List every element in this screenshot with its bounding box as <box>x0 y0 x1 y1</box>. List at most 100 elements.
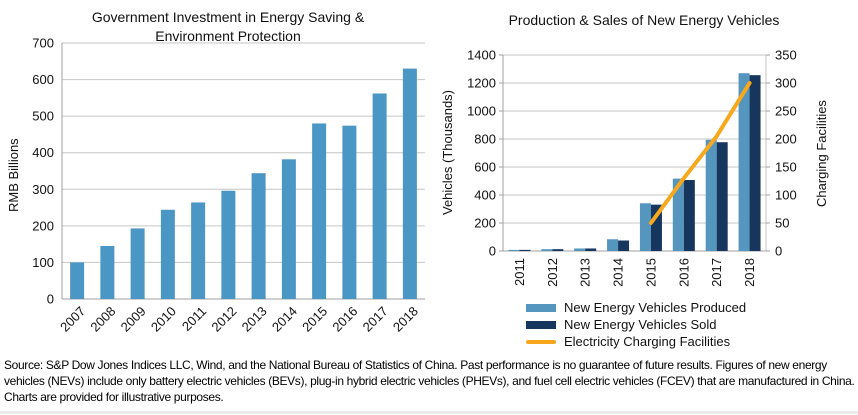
bar <box>639 203 651 251</box>
svg-text:300: 300 <box>775 76 797 91</box>
svg-text:800: 800 <box>474 132 496 147</box>
bar <box>130 228 145 299</box>
svg-text:2016: 2016 <box>676 258 691 287</box>
svg-text:2012: 2012 <box>545 258 560 287</box>
svg-text:100: 100 <box>775 188 797 203</box>
svg-text:1400: 1400 <box>467 48 496 63</box>
svg-text:2016: 2016 <box>329 304 360 335</box>
svg-text:2014: 2014 <box>611 258 626 287</box>
bar <box>221 190 236 299</box>
svg-text:600: 600 <box>32 72 54 87</box>
bar <box>100 245 115 299</box>
bar <box>738 73 750 251</box>
svg-text:1200: 1200 <box>467 76 496 91</box>
svg-text:200: 200 <box>32 218 54 233</box>
line-series <box>648 81 752 225</box>
svg-text:1000: 1000 <box>467 104 496 119</box>
svg-text:600: 600 <box>474 160 496 175</box>
bar <box>191 202 206 299</box>
legend-item: Electricity Charging Facilities <box>526 334 746 349</box>
svg-text:2010: 2010 <box>148 304 179 335</box>
right-chart-title: Production & Sales of New Energy Vehicle… <box>508 12 780 28</box>
svg-text:250: 250 <box>775 104 797 119</box>
svg-text:2011: 2011 <box>179 304 209 334</box>
bar <box>585 248 597 251</box>
svg-text:400: 400 <box>474 188 496 203</box>
bar <box>519 249 531 251</box>
svg-text:2013: 2013 <box>578 258 593 287</box>
bar <box>749 75 761 251</box>
axis-tick-marks <box>499 54 770 252</box>
source-note: Source: S&P Dow Jones Indices LLC, Wind,… <box>4 358 855 404</box>
bar <box>402 68 417 299</box>
bar <box>312 123 327 299</box>
svg-text:500: 500 <box>32 109 54 124</box>
left-chart: Government Investment in Energy Saving &… <box>0 0 430 345</box>
svg-text:350: 350 <box>775 48 797 63</box>
svg-text:2012: 2012 <box>208 304 239 335</box>
bar <box>672 178 684 251</box>
gridlines <box>62 42 425 300</box>
bar <box>160 209 175 299</box>
legend-label: New Energy Vehicles Sold <box>564 317 717 332</box>
legend-label: New Energy Vehicles Produced <box>564 300 747 315</box>
svg-text:2013: 2013 <box>239 304 270 335</box>
bars <box>508 73 761 251</box>
bar <box>70 262 85 299</box>
svg-text:50: 50 <box>775 216 789 231</box>
right-chart: Production & Sales of New Energy Vehicle… <box>430 0 858 356</box>
svg-text:150: 150 <box>775 160 797 175</box>
left-chart-title: Government Investment in Energy Saving &… <box>91 9 365 44</box>
left-axis-tick-labels: 0 200 400 600 800 1000 1200 1400 <box>467 48 496 259</box>
svg-text:100: 100 <box>32 255 54 270</box>
svg-text:400: 400 <box>32 145 54 160</box>
right-axis-tick-labels: 0 50 100 150 200 250 300 350 <box>775 48 797 259</box>
bar <box>716 142 728 251</box>
charging-facilities-line <box>648 81 752 225</box>
svg-text:2011: 2011 <box>512 258 527 286</box>
right-chart-legend: New Energy Vehicles Produced New Energy … <box>526 300 747 349</box>
bar <box>683 180 695 251</box>
svg-text:200: 200 <box>775 132 797 147</box>
bar <box>574 248 586 251</box>
bar <box>650 204 662 251</box>
svg-text:0: 0 <box>489 244 496 259</box>
bar <box>618 240 630 251</box>
svg-text:2018: 2018 <box>390 304 421 335</box>
svg-text:300: 300 <box>32 182 54 197</box>
svg-text:2015: 2015 <box>643 258 658 287</box>
x-axis-labels: 2007 2008 2009 2010 2011 2012 2013 2014 2015 2016… <box>57 304 421 335</box>
bar <box>281 159 296 299</box>
left-chart-canvas: 0 100 200 300 400 500 600 700 2007 2008 2009 2010 20… <box>32 36 425 335</box>
svg-text:2014: 2014 <box>269 304 300 335</box>
bar <box>552 249 564 251</box>
bar <box>705 139 717 251</box>
legend-item: New Energy Vehicles Sold <box>526 317 746 332</box>
svg-text:2018: 2018 <box>742 258 757 287</box>
bar <box>342 125 357 299</box>
bar <box>251 173 266 299</box>
bar <box>541 249 553 251</box>
legend-item: New Energy Vehicles Produced <box>526 300 747 315</box>
svg-text:700: 700 <box>32 36 54 51</box>
y-axis-tick-labels: 0 100 200 300 400 500 600 700 <box>32 36 54 307</box>
bars <box>70 68 417 300</box>
bar <box>607 239 619 251</box>
bar <box>372 93 387 300</box>
x-axis-labels: 2011 2012 2013 2014 2015 2016 2017 2018 <box>512 258 757 287</box>
divider <box>0 411 858 414</box>
svg-text:0: 0 <box>775 244 782 259</box>
legend-swatch-produced <box>526 303 556 312</box>
legend-swatch-charging-line <box>526 339 556 344</box>
right-chart-canvas: 0 200 400 600 800 1000 1200 1400 0 50 100 150 200 250… <box>467 48 797 287</box>
legend-label: Electricity Charging Facilities <box>564 334 731 349</box>
bar <box>508 249 520 251</box>
svg-text:2007: 2007 <box>57 304 88 335</box>
legend-swatch-sold <box>526 320 556 329</box>
svg-text:0: 0 <box>47 292 54 307</box>
svg-text:2008: 2008 <box>87 304 118 335</box>
svg-text:2015: 2015 <box>299 304 330 335</box>
svg-text:2017: 2017 <box>360 304 391 335</box>
svg-text:2017: 2017 <box>709 258 724 287</box>
